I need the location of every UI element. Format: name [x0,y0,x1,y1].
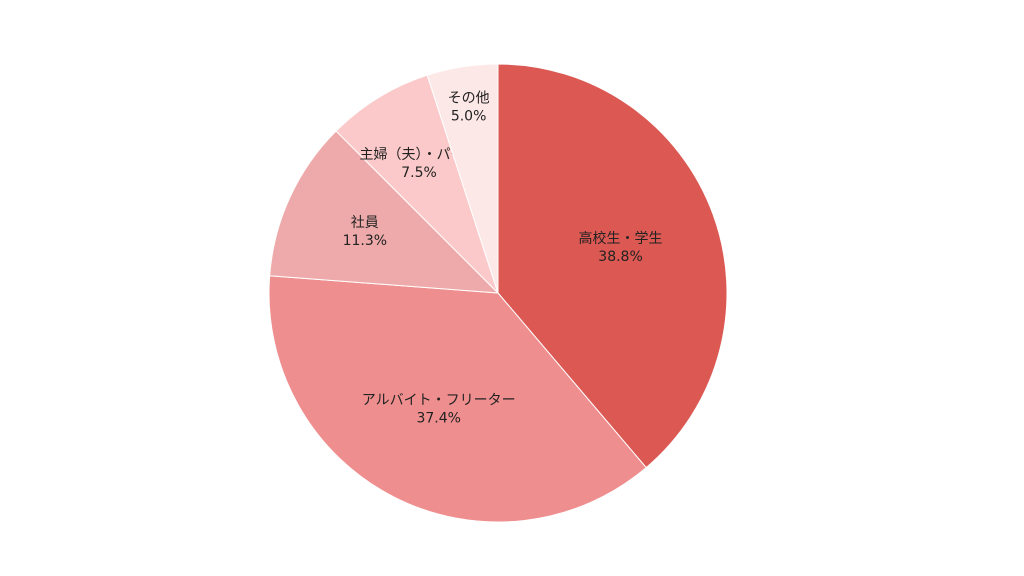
pie-slice [269,130,500,294]
pie-slice [497,63,728,469]
pie-slice [335,74,499,294]
slice-label: 高校生・学生 [579,230,663,247]
slice-value-label: 37.4% [416,410,460,426]
slice-label: その他 [448,91,490,107]
slice-value-label: 38.8% [598,249,642,265]
slice-value-label: 11.3% [343,233,387,249]
slice-label: アルバイト・フリーター [362,392,516,408]
slice-value-label: 7.5% [401,165,437,181]
pie-slice [268,275,647,523]
pie-slice [426,63,499,294]
slice-label: 社員 [351,215,379,231]
slice-label: 主婦（夫）・パート [360,146,479,163]
slice-value-label: 5.0% [451,109,487,125]
